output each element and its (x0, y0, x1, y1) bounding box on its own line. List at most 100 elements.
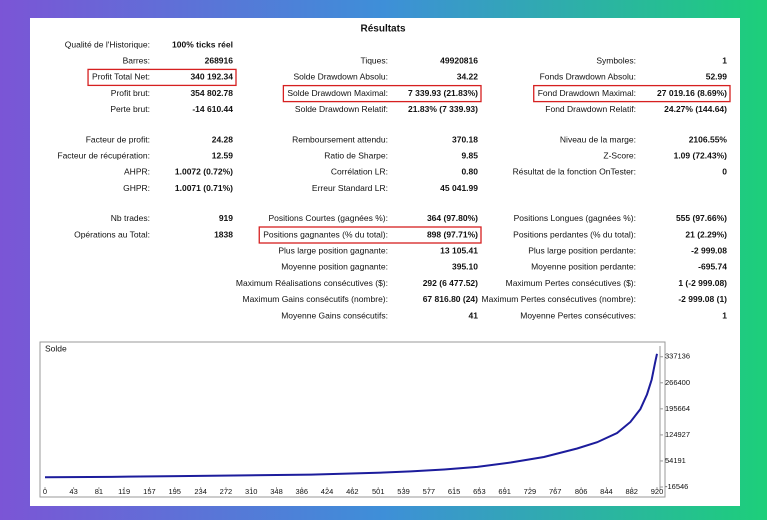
stat-value: 898 (97.71%) (427, 229, 478, 239)
y-tick-label: 54191 (665, 456, 686, 465)
stat-label: Positions perdantes (% du total): (513, 229, 636, 239)
stat-value: 0.80 (461, 167, 478, 177)
x-tick-label: 691 (498, 487, 511, 496)
stat-label: Ratio de Sharpe: (324, 150, 388, 160)
stat-label: Tiques: (360, 55, 388, 65)
stat-label: Barres: (123, 55, 150, 65)
x-tick-label: 43 (69, 487, 77, 496)
stat-label: Fonds Drawdown Absolu: (540, 72, 636, 82)
x-tick-label: 234 (194, 487, 207, 496)
chart-title: Solde (45, 343, 67, 353)
highlight-box (282, 84, 482, 103)
stat-value: 24.27% (144.64) (664, 104, 727, 114)
stat-value: 395.10 (452, 262, 478, 272)
stat-label: Nb trades: (111, 213, 150, 223)
x-tick-label: 424 (321, 487, 334, 496)
stat-label: Résultat de la fonction OnTester: (513, 167, 636, 177)
x-tick-label: 882 (625, 487, 638, 496)
y-tick-label: -16546 (665, 482, 688, 491)
x-tick-label: 539 (397, 487, 410, 496)
highlight-box (258, 226, 482, 244)
stat-label: Moyenne position gagnante: (281, 262, 388, 272)
y-tick-label: 195664 (665, 404, 690, 413)
stat-label: Moyenne Gains consécutifs: (281, 310, 388, 320)
stat-value: 41 (469, 310, 479, 320)
stat-label: Qualité de l'Historique: (65, 39, 150, 49)
x-tick-label: 844 (600, 487, 613, 496)
x-tick-label: 577 (423, 487, 436, 496)
x-tick-label: 806 (575, 487, 588, 496)
highlight-box (533, 84, 731, 103)
stat-label: Profit Total Net: (92, 72, 150, 82)
stat-value: 45 041.99 (440, 183, 478, 193)
stat-value: -14 610.44 (192, 104, 233, 114)
stat-label: Maximum Pertes consécutives ($): (506, 278, 636, 288)
stat-value: 1 (722, 55, 727, 65)
stat-label: Perte brut: (110, 104, 150, 114)
stat-value: 292 (6 477.52) (423, 278, 478, 288)
stat-value: 1.0072 (0.72%) (175, 167, 233, 177)
title: Résultats (360, 24, 405, 35)
stat-value: 24.28 (212, 134, 234, 144)
stat-label: Z-Score: (603, 150, 636, 160)
x-tick-label: 501 (372, 487, 385, 496)
x-tick-label: 920 (651, 487, 664, 496)
stat-value: -695.74 (698, 262, 727, 272)
stat-value: 34.22 (457, 72, 479, 82)
stat-value: 1838 (214, 229, 233, 239)
stat-label: Maximum Gains consécutifs (nombre): (243, 294, 389, 304)
x-tick-label: 729 (524, 487, 537, 496)
stat-value: 9.85 (461, 150, 478, 160)
stat-value: 0 (722, 167, 727, 177)
x-tick-label: 767 (549, 487, 562, 496)
stat-label: Plus large position perdante: (528, 245, 636, 255)
stat-label: Moyenne Pertes consécutives: (520, 310, 636, 320)
stat-value: 364 (97.80%) (427, 213, 478, 223)
x-tick-label: 81 (95, 487, 103, 496)
y-tick-label: 124927 (665, 430, 690, 439)
stat-value: 1 (-2 999.08) (678, 278, 727, 288)
stat-label: Maximum Réalisations consécutives ($): (236, 278, 388, 288)
stat-label: Plus large position gagnante: (278, 245, 388, 255)
stat-value: 21.83% (7 339.93) (408, 104, 478, 114)
stat-value: 919 (219, 213, 233, 223)
stat-value: 7 339.93 (21.83%) (408, 88, 478, 98)
stat-value: -2 999.08 (1) (678, 294, 727, 304)
stat-value: 13 105.41 (440, 245, 478, 255)
stat-label: Moyenne position perdante: (531, 262, 636, 272)
stat-label: AHPR: (124, 167, 150, 177)
stat-value: 268916 (205, 55, 234, 65)
stat-label: Opérations au Total: (74, 229, 150, 239)
x-tick-label: 119 (118, 487, 130, 496)
x-tick-label: 653 (473, 487, 486, 496)
stat-label: Facteur de récupération: (57, 150, 150, 160)
stat-label: Remboursement attendu: (292, 134, 388, 144)
stat-label: Solde Drawdown Maximal: (287, 88, 388, 98)
x-tick-label: 157 (143, 487, 156, 496)
x-tick-label: 386 (296, 487, 309, 496)
stat-label: Positions gagnantes (% du total): (263, 229, 388, 239)
stat-label: Erreur Standard LR: (312, 183, 388, 193)
stat-label: Solde Drawdown Absolu: (293, 72, 388, 82)
stat-value: 354 802.78 (190, 88, 233, 98)
stat-label: Corrélation LR: (331, 167, 388, 177)
stat-value: 21 (2.29%) (685, 229, 727, 239)
stat-value: 370.18 (452, 134, 478, 144)
stat-label: Positions Courtes (gagnées %): (268, 213, 388, 223)
x-tick-label: 195 (168, 487, 181, 496)
x-tick-label: 615 (448, 487, 461, 496)
stat-value: 67 816.80 (24) (423, 294, 478, 304)
stat-value: 27 019.16 (8.69%) (657, 88, 727, 98)
chart-frame (39, 341, 666, 498)
x-tick-label: 272 (220, 487, 233, 496)
x-tick-label: 310 (245, 487, 258, 496)
stat-value: -2 999.08 (691, 245, 727, 255)
stat-value: 1.09 (72.43%) (674, 150, 728, 160)
stat-label: Fond Drawdown Maximal: (538, 88, 636, 98)
y-tick-label: 266400 (665, 378, 690, 387)
stat-value: 100% ticks réel (172, 39, 233, 49)
highlight-box (87, 68, 237, 87)
x-tick-label: 348 (270, 487, 283, 496)
